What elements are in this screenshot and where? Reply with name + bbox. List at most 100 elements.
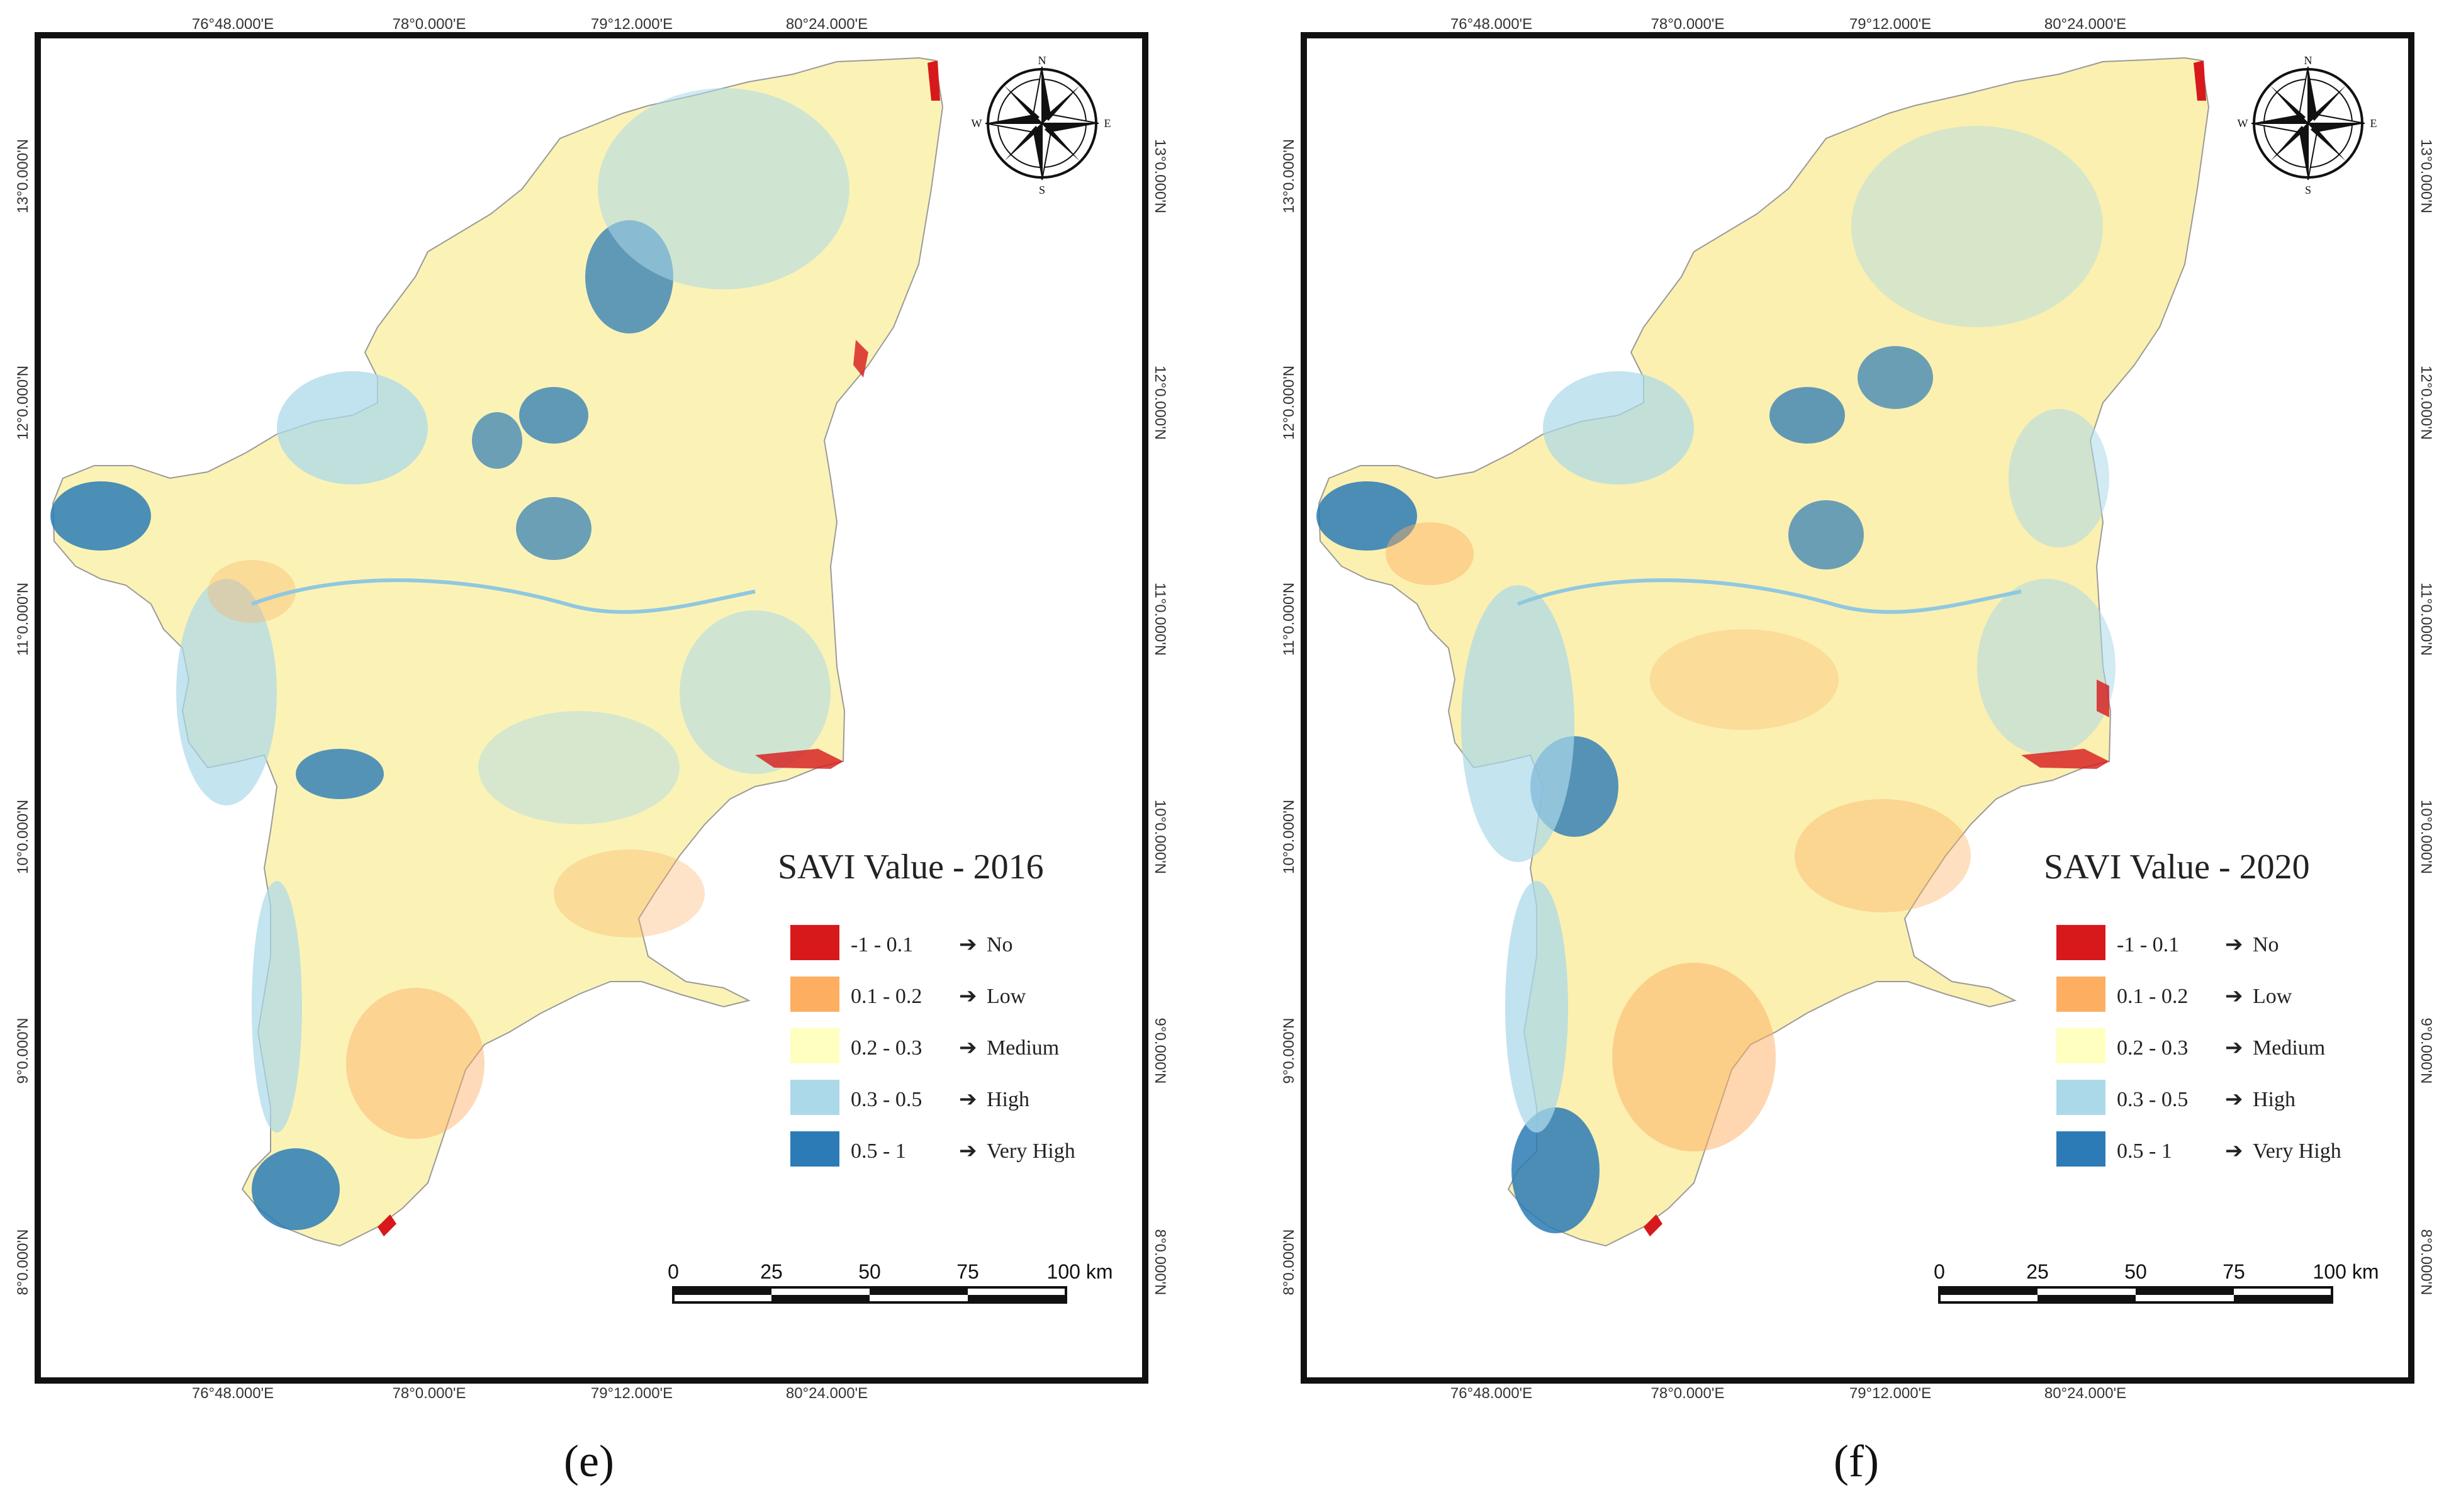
arrow-right-icon: ➔ [959,933,977,956]
no-patch-coast-delta [2021,749,2109,769]
lat-label-left-5: 9°0.000'N [1281,1018,1298,1084]
arrow-right-icon: ➔ [2225,1140,2243,1163]
lon-label-bottom-2: 78°0.000'E [1651,1385,1725,1402]
legend-item-very-high: 0.5 - 1 ➔ Very High [790,1131,1075,1167]
lat-label-right-4: 10°0.000'N [2418,800,2435,874]
lat-label-right-1: 13°0.000'N [1152,139,1169,213]
lat-label-right-1: 13°0.000'N [2418,139,2435,213]
high-patch-northwest [1543,371,1694,484]
high-patch-north [1851,126,2103,327]
map-figure-e: 76°48.000'E 78°0.000'E 79°12.000'E 80°24… [14,16,1169,1486]
lat-label-left-1: 13°0.000'N [1281,139,1298,213]
legend-item-low: 0.1 - 0.2 ➔ Low [2056,977,2292,1012]
lat-label-right-3: 11°0.000'N [2418,583,2435,656]
arrow-right-icon: ➔ [2225,1036,2243,1060]
lat-label-left-1: 13°0.000'N [14,139,31,213]
legend-item-very-high: 0.5 - 1 ➔ Very High [2056,1131,2341,1167]
legend-swatch-high [2056,1080,2105,1115]
scale-label-100: 100 km [1047,1260,1113,1283]
compass-w-label: W [2238,117,2248,130]
arrow-right-icon: ➔ [959,1088,977,1111]
legend-swatch-low [790,977,839,1012]
scale-label-75: 75 [956,1260,979,1283]
high-patch-west-ghats [1461,585,1574,862]
legend-item-high: 0.3 - 0.5 ➔ High [790,1080,1029,1115]
legend-range-low: 0.1 - 0.2 [2117,985,2188,1008]
legend-range-high: 0.3 - 0.5 [2117,1088,2188,1111]
scale-label-50: 50 [858,1260,881,1283]
map-panel-e: 76°48.000'E 78°0.000'E 79°12.000'E 80°24… [0,0,1222,1509]
compass-s-label: S [1039,184,1045,196]
lon-label-bottom-3: 79°12.000'E [1849,1385,1931,1402]
low-patch-west [1386,522,1474,585]
scale-label-25: 25 [2026,1260,2049,1283]
low-patch-middle [1650,629,1839,730]
lat-label-left-5: 9°0.000'N [14,1018,31,1084]
very-high-patch-west [50,481,151,551]
arrow-right-icon: ➔ [959,1140,977,1163]
figure-caption: (f) [1834,1436,1879,1486]
no-patch-coast-east [2097,680,2109,717]
high-patch-east [2009,409,2109,547]
lon-label-top-4: 80°24.000'E [786,16,868,33]
compass-e-label: E [2370,117,2377,130]
high-patch-center [478,711,680,824]
high-patch-delta [680,610,831,774]
lat-label-left-2: 12°0.000'N [14,366,31,440]
legend-label-low: Low [987,985,1026,1008]
arrow-right-icon: ➔ [2225,1088,2243,1111]
compass-e-label: E [1104,117,1111,130]
legend-title: SAVI Value - 2016 [778,848,1044,887]
legend-swatch-medium [2056,1028,2105,1063]
legend-label-medium: Medium [2253,1036,2325,1060]
scale-label-0: 0 [668,1260,679,1283]
river-line [1516,578,2022,614]
legend-range-low: 0.1 - 0.2 [851,985,922,1008]
no-patch-coast-north [2194,60,2206,101]
very-high-patch-north-1 [1858,346,1933,409]
legend-label-very-high: Very High [987,1140,1075,1163]
legend-range-medium: 0.2 - 0.3 [2117,1036,2188,1060]
tamil-nadu-map [50,57,944,1247]
legend-label-medium: Medium [987,1036,1059,1060]
legend-range-no: -1 - 0.1 [851,933,913,956]
very-high-patch-south [1511,1107,1600,1233]
scale-label-25: 25 [760,1260,783,1283]
high-patch-southwest [1505,881,1568,1133]
arrow-right-icon: ➔ [959,1036,977,1060]
lat-label-left-6: 8°0.000'N [14,1229,31,1296]
lat-label-left-6: 8°0.000'N [1281,1229,1298,1296]
legend-swatch-medium [790,1028,839,1063]
lat-label-left-2: 12°0.000'N [1281,366,1298,440]
scale-label-100: 100 km [2313,1260,2379,1283]
lon-label-bottom-4: 80°24.000'E [786,1385,868,1402]
high-patch-northwest [277,371,428,484]
legend-item-no: -1 - 0.1 ➔ No [790,925,1013,960]
lon-label-top-2: 78°0.000'E [1651,16,1725,33]
compass-s-label: S [2305,184,2311,196]
legend-swatch-very-high [790,1131,839,1167]
legend-swatch-no [790,925,839,960]
lat-label-right-5: 9°0.000'N [1152,1018,1169,1084]
lon-label-top-3: 79°12.000'E [1849,16,1931,33]
legend-range-very-high: 0.5 - 1 [851,1140,906,1163]
lat-label-right-4: 10°0.000'N [1152,800,1169,874]
lat-label-right-6: 8°0.000'N [1152,1229,1169,1296]
lon-label-top-3: 79°12.000'E [591,16,673,33]
north-arrow-compass-icon: N E S W [2238,54,2377,196]
legend-item-high: 0.3 - 0.5 ➔ High [2056,1080,2295,1115]
very-high-patch-south [252,1148,340,1230]
very-high-patch-ghats [296,749,384,799]
legend-range-no: -1 - 0.1 [2117,933,2179,956]
very-high-patch-central [516,497,591,560]
low-patch-center [554,849,705,938]
very-high-patch-central [1788,500,1864,569]
lon-label-top-1: 76°48.000'E [192,16,274,33]
river-line [250,578,756,614]
legend-swatch-very-high [2056,1131,2105,1167]
lon-label-top-1: 76°48.000'E [1450,16,1532,33]
lon-label-bottom-2: 78°0.000'E [393,1385,466,1402]
high-patch-delta [1977,579,2116,755]
low-patch-center [1795,799,1971,912]
high-patch-southwest [252,881,302,1133]
